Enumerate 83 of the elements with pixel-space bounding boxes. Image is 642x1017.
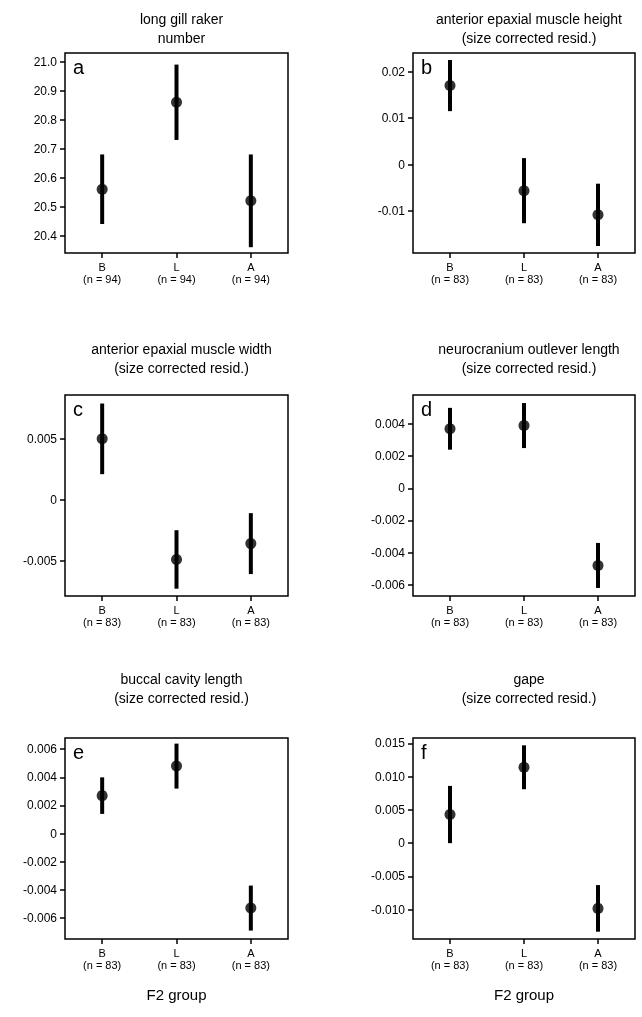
x-tick-label: A (n = 83) — [231, 947, 270, 971]
point — [171, 553, 182, 565]
y-tick-label: -0.004 — [370, 545, 406, 560]
y-tick-label: 0.002 — [374, 449, 406, 464]
y-tick-label: 0 — [398, 836, 406, 851]
y-tick-label: -0.004 — [22, 882, 58, 897]
chart-title: anterior epaxial muscle height (size corrected resid.) — [436, 10, 623, 46]
annotation: d — [421, 398, 433, 420]
y-tick-label: 0.005 — [374, 802, 406, 817]
chart-title: anterior epaxial muscle width (size corrected resid.) — [91, 340, 272, 376]
point — [518, 761, 530, 773]
point — [96, 433, 108, 445]
point — [96, 790, 108, 802]
y-tick-label: 20.6 — [33, 170, 58, 185]
annotation: c — [73, 398, 83, 420]
point — [592, 209, 604, 221]
x-axis-title: F2 group — [146, 986, 207, 1003]
y-tick-label: 0.005 — [26, 431, 58, 446]
x-tick-label: B (n = 83) — [430, 947, 470, 971]
annotation: e — [73, 741, 85, 763]
y-tick-label: 0.004 — [26, 770, 58, 785]
y-tick-label: 0.004 — [374, 416, 406, 431]
y-tick-label: -0.01 — [377, 204, 406, 219]
point — [592, 902, 604, 914]
point — [518, 185, 530, 197]
point — [245, 195, 257, 207]
y-tick-label: -0.005 — [22, 553, 58, 568]
x-tick-label: L (n = 83) — [157, 947, 196, 971]
y-tick-label: 0.015 — [374, 736, 406, 751]
point — [245, 538, 257, 550]
y-tick-label: -0.006 — [370, 577, 406, 592]
y-tick-label: 0.01 — [381, 111, 406, 126]
point — [245, 902, 257, 914]
y-tick-label: 0 — [50, 492, 58, 507]
y-tick-label: 0 — [50, 826, 58, 841]
point — [171, 96, 182, 108]
chart-title: buccal cavity length (size corrected resid.) — [114, 670, 249, 706]
x-tick-label: A (n = 83) — [231, 604, 270, 628]
x-tick-label: L (n = 83) — [504, 261, 544, 285]
point — [96, 183, 108, 195]
x-tick-label: B (n = 83) — [430, 261, 470, 285]
y-tick-label: -0.005 — [370, 869, 406, 884]
y-tick-label: 0.002 — [26, 798, 58, 813]
y-tick-label: 0.02 — [381, 64, 406, 79]
annotation: a — [73, 56, 85, 78]
x-tick-label: B (n = 83) — [430, 604, 470, 628]
x-axis-title: F2 group — [493, 986, 555, 1003]
y-tick-label: 20.4 — [33, 228, 58, 243]
x-tick-label: A (n = 83) — [578, 261, 618, 285]
y-tick-label: 20.5 — [33, 199, 58, 214]
y-tick-label: 0 — [398, 481, 406, 496]
chart-title: gape (size corrected resid.) — [461, 670, 597, 706]
x-tick-label: L (n = 94) — [157, 261, 196, 285]
x-tick-label: L (n = 83) — [504, 947, 544, 971]
x-tick-label: A (n = 83) — [578, 947, 618, 971]
annotation: f — [421, 741, 427, 763]
x-tick-label: L (n = 83) — [157, 604, 196, 628]
y-tick-label: 0.006 — [26, 742, 58, 757]
chart-title: long gill raker number — [139, 10, 224, 46]
y-tick-label: -0.002 — [22, 854, 58, 869]
point — [444, 809, 456, 821]
x-tick-label: B (n = 83) — [83, 947, 122, 971]
y-tick-label: 20.9 — [33, 83, 58, 98]
point — [592, 559, 604, 571]
x-tick-label: B (n = 94) — [83, 261, 122, 285]
y-tick-label: 0.010 — [374, 769, 406, 784]
x-tick-label: A (n = 94) — [231, 261, 270, 285]
x-tick-label: L (n = 83) — [504, 604, 544, 628]
y-tick-label: -0.006 — [22, 910, 58, 925]
y-tick-label: -0.010 — [370, 902, 406, 917]
y-tick-label: 20.8 — [33, 112, 58, 127]
point — [444, 80, 456, 92]
y-tick-label: 20.7 — [33, 141, 58, 156]
y-tick-label: -0.002 — [370, 513, 406, 528]
y-tick-label: 0 — [398, 157, 406, 172]
annotation: b — [421, 56, 433, 78]
x-tick-label: A (n = 83) — [578, 604, 618, 628]
x-tick-label: B (n = 83) — [83, 604, 122, 628]
point — [444, 423, 456, 435]
chart-title: neurocranium outlever length (size corrected resid.) — [438, 340, 620, 376]
point — [171, 760, 182, 772]
y-tick-label: 21.0 — [33, 54, 58, 69]
point — [518, 420, 530, 432]
